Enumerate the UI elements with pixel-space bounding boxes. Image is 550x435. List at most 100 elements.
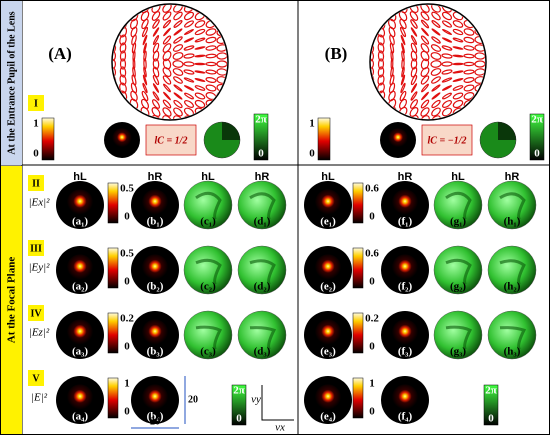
- polarization-ellipse: [463, 53, 475, 59]
- colorbar-label: 1: [33, 118, 39, 130]
- polarization-ellipse: [113, 58, 117, 70]
- polarization-ellipse: [463, 69, 475, 75]
- polarization-ellipse: [399, 18, 407, 30]
- polarization-ellipse: [173, 5, 183, 13]
- phase-swirl: [445, 191, 472, 221]
- polarization-ellipse: [377, 66, 385, 78]
- polarization-ellipse: [430, 44, 442, 52]
- phase-map: [487, 245, 537, 295]
- subfigure-label: (b₄): [147, 411, 164, 423]
- polarization-ellipse: [442, 92, 452, 100]
- phase-map: [433, 245, 483, 295]
- phase-map: [487, 180, 537, 230]
- polarization-ellipse: [463, 45, 475, 51]
- polarization-ellipse: [410, 74, 418, 86]
- roman-label: IV: [30, 308, 42, 319]
- polarization-ellipse: [371, 98, 374, 110]
- polarization-ellipse: [183, 61, 195, 67]
- colorbar-label: 0: [369, 276, 375, 288]
- polarization-ellipse: [452, 85, 464, 91]
- polarization-ellipse: [441, 85, 453, 91]
- phase-swirl: [195, 325, 223, 351]
- polarization-ellipse: [431, 92, 441, 100]
- roman-label: III: [30, 243, 42, 254]
- polarization-ellipse: [194, 37, 206, 43]
- roman-box: [28, 95, 44, 111]
- polarization-ellipse: [371, 106, 374, 118]
- polarization-ellipse: [194, 99, 206, 109]
- polarization-ellipse: [442, 28, 452, 36]
- colorbar-label: 0: [258, 148, 264, 160]
- polarization-ellipse: [410, 58, 418, 70]
- polarization-ellipse: [194, 46, 206, 50]
- polarization-ellipse: [400, 34, 406, 46]
- polarization-ellipse: [371, 18, 375, 30]
- polarization-ellipse: [113, 66, 117, 78]
- phase-map: [433, 310, 483, 360]
- polarization-ellipse: [183, 69, 195, 75]
- intensity-spot: [388, 128, 408, 149]
- polarization-ellipse: [205, 107, 217, 117]
- colorbar: [317, 117, 331, 161]
- colorbar-label: 2π: [531, 114, 543, 126]
- polarization-ellipse: [376, 5, 386, 14]
- polarization-ellipse: [463, 5, 475, 13]
- polarization-ellipse: [163, 27, 171, 37]
- intensity-spot: [391, 189, 419, 216]
- polarization-ellipse: [152, 50, 160, 62]
- polarization-ellipse: [216, 91, 227, 101]
- polarization-ellipse: [410, 99, 418, 109]
- polarization-ellipse: [420, 115, 430, 119]
- polarization-ellipse: [205, 45, 217, 51]
- colorbar-label: 1: [124, 378, 130, 390]
- polarization-ellipse: [474, 99, 485, 109]
- polarization-ellipse: [173, 76, 183, 84]
- polarization-ellipse: [420, 91, 430, 101]
- polarization-ellipse: [162, 35, 172, 45]
- intensity-spot: [66, 319, 94, 346]
- polarization-ellipse: [452, 70, 464, 74]
- colorbar-label: 0.2: [365, 313, 379, 325]
- polarization-ellipse: [389, 34, 395, 46]
- polarization-ellipse: [113, 50, 117, 62]
- scale-label: 20: [188, 394, 198, 405]
- polarization-ellipse: [205, 61, 217, 67]
- polarization-ellipse: [371, 66, 375, 78]
- polarization-ellipse: [376, 10, 386, 22]
- colorbar-label: 0: [369, 406, 375, 418]
- polarization-ellipse: [183, 11, 195, 21]
- subfigure-label: (d₁): [254, 216, 271, 228]
- polarization-ellipse: [410, 50, 418, 62]
- polarization-ellipse: [463, 115, 475, 119]
- polarization-ellipse: [183, 77, 195, 83]
- polarization-ellipse: [141, 98, 149, 110]
- polarization-ellipse: [376, 106, 386, 118]
- scale-label: 20: [150, 416, 160, 427]
- axis-label: vy: [251, 394, 261, 406]
- polarization-ellipse: [474, 19, 485, 29]
- polarization-ellipse: [401, 42, 405, 54]
- subfigure-label: (h₃): [504, 346, 521, 358]
- polarization-ellipse: [216, 99, 227, 109]
- polarization-ellipse: [162, 75, 172, 85]
- polarization-ellipse: [420, 35, 430, 45]
- polarization-ellipse: [420, 19, 430, 29]
- polarization-ellipse: [152, 27, 160, 37]
- polarization-ellipse: [463, 84, 475, 92]
- polarization-ellipse: [184, 20, 194, 28]
- polarization-ellipse: [377, 42, 385, 54]
- polarization-ellipse: [463, 28, 475, 36]
- polarization-ellipse: [452, 92, 464, 100]
- polarization-ellipse: [421, 27, 429, 37]
- polarization-ellipse: [119, 82, 127, 94]
- colorbar-label: 1: [309, 118, 315, 130]
- polarization-ellipse: [194, 85, 206, 91]
- polarization-ellipse: [371, 5, 374, 14]
- column-header: hL: [201, 171, 215, 183]
- polarization-ellipse: [173, 84, 183, 92]
- intensity-spot: [66, 189, 94, 216]
- polarization-ellipse: [420, 99, 430, 109]
- polarization-ellipse: [173, 92, 183, 100]
- polarization-ellipse: [371, 42, 375, 54]
- phase-map: [183, 245, 233, 295]
